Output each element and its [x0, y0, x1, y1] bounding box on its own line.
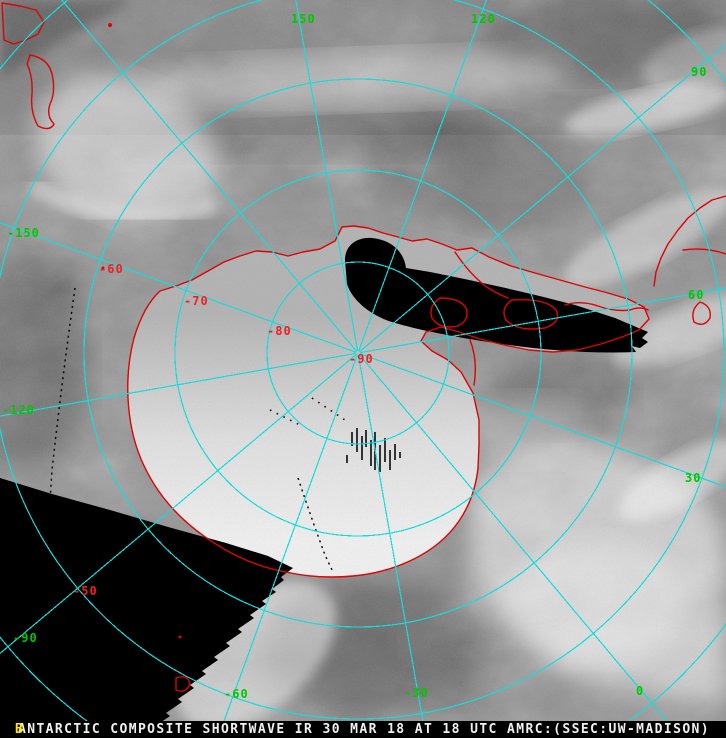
coastline-fragment	[430, 297, 468, 328]
caption-marker-glyph: B	[15, 722, 23, 737]
coastline-fragment	[469, 339, 477, 386]
meridian-line	[61, 0, 358, 352]
meridian-line	[357, 354, 427, 738]
missing-data-triangle	[0, 478, 293, 738]
coastline-fragment	[653, 195, 726, 287]
island-dot	[101, 266, 105, 270]
longitude-label: -90	[13, 631, 38, 645]
latitude-circle	[174, 169, 542, 537]
longitude-label: 120	[471, 12, 496, 26]
island-dot	[178, 635, 182, 639]
coastline-fragment	[692, 301, 711, 325]
coastline-fragment	[503, 299, 559, 330]
coastline-fragment	[682, 248, 726, 255]
coastline-fragment	[564, 302, 649, 312]
longitude-label: 90	[691, 65, 707, 79]
meridian-line	[359, 287, 726, 354]
meridian-line	[0, 353, 357, 655]
meridian-line	[359, 43, 726, 353]
longitude-label: -60	[224, 687, 249, 701]
longitude-label: 0	[636, 684, 644, 698]
longitude-label: 30	[685, 471, 701, 485]
meridian-line	[359, 353, 726, 488]
latitude-circle	[83, 78, 633, 628]
longitude-label: -30	[404, 686, 429, 700]
caption-text: ANTARCTIC COMPOSITE SHORTWAVE IR 30 MAR …	[18, 722, 710, 737]
meridian-line	[358, 0, 488, 352]
meridian-line	[295, 0, 359, 352]
island-dot	[108, 23, 112, 27]
south-america-coastline	[1, 2, 45, 45]
meridian-line	[358, 354, 682, 738]
dotted-track	[46, 287, 76, 557]
island-outline	[175, 676, 191, 692]
meridian-line	[217, 354, 358, 738]
latitude-label: -90	[349, 352, 374, 366]
latitude-label: -50	[73, 584, 98, 598]
latitude-label: -70	[184, 294, 209, 308]
meridian-line	[0, 222, 357, 353]
latitude-label: -60	[99, 262, 124, 276]
grid-labels: 150 120 90 60 30 0 -30 -60 -90 -120 -150 -50 -60 -70 -…	[2, 12, 707, 701]
south-america-coastline	[26, 54, 55, 130]
latitude-label: -80	[267, 324, 292, 338]
longitude-label: -120	[2, 403, 35, 417]
latitude-circle	[266, 261, 450, 445]
coastline-fragment	[454, 251, 509, 299]
longitude-label: -150	[7, 226, 40, 240]
latitude-circle	[0, 0, 725, 720]
missing-data-regions	[0, 237, 648, 738]
caption-bar: B ANTARCTIC COMPOSITE SHORTWAVE IR 30 MA…	[0, 721, 726, 738]
longitude-label: 150	[291, 12, 316, 26]
coastline-layer	[1, 2, 726, 692]
longitude-label: 60	[688, 288, 704, 302]
missing-data-wedge	[345, 237, 648, 353]
meridian-line	[0, 352, 357, 417]
